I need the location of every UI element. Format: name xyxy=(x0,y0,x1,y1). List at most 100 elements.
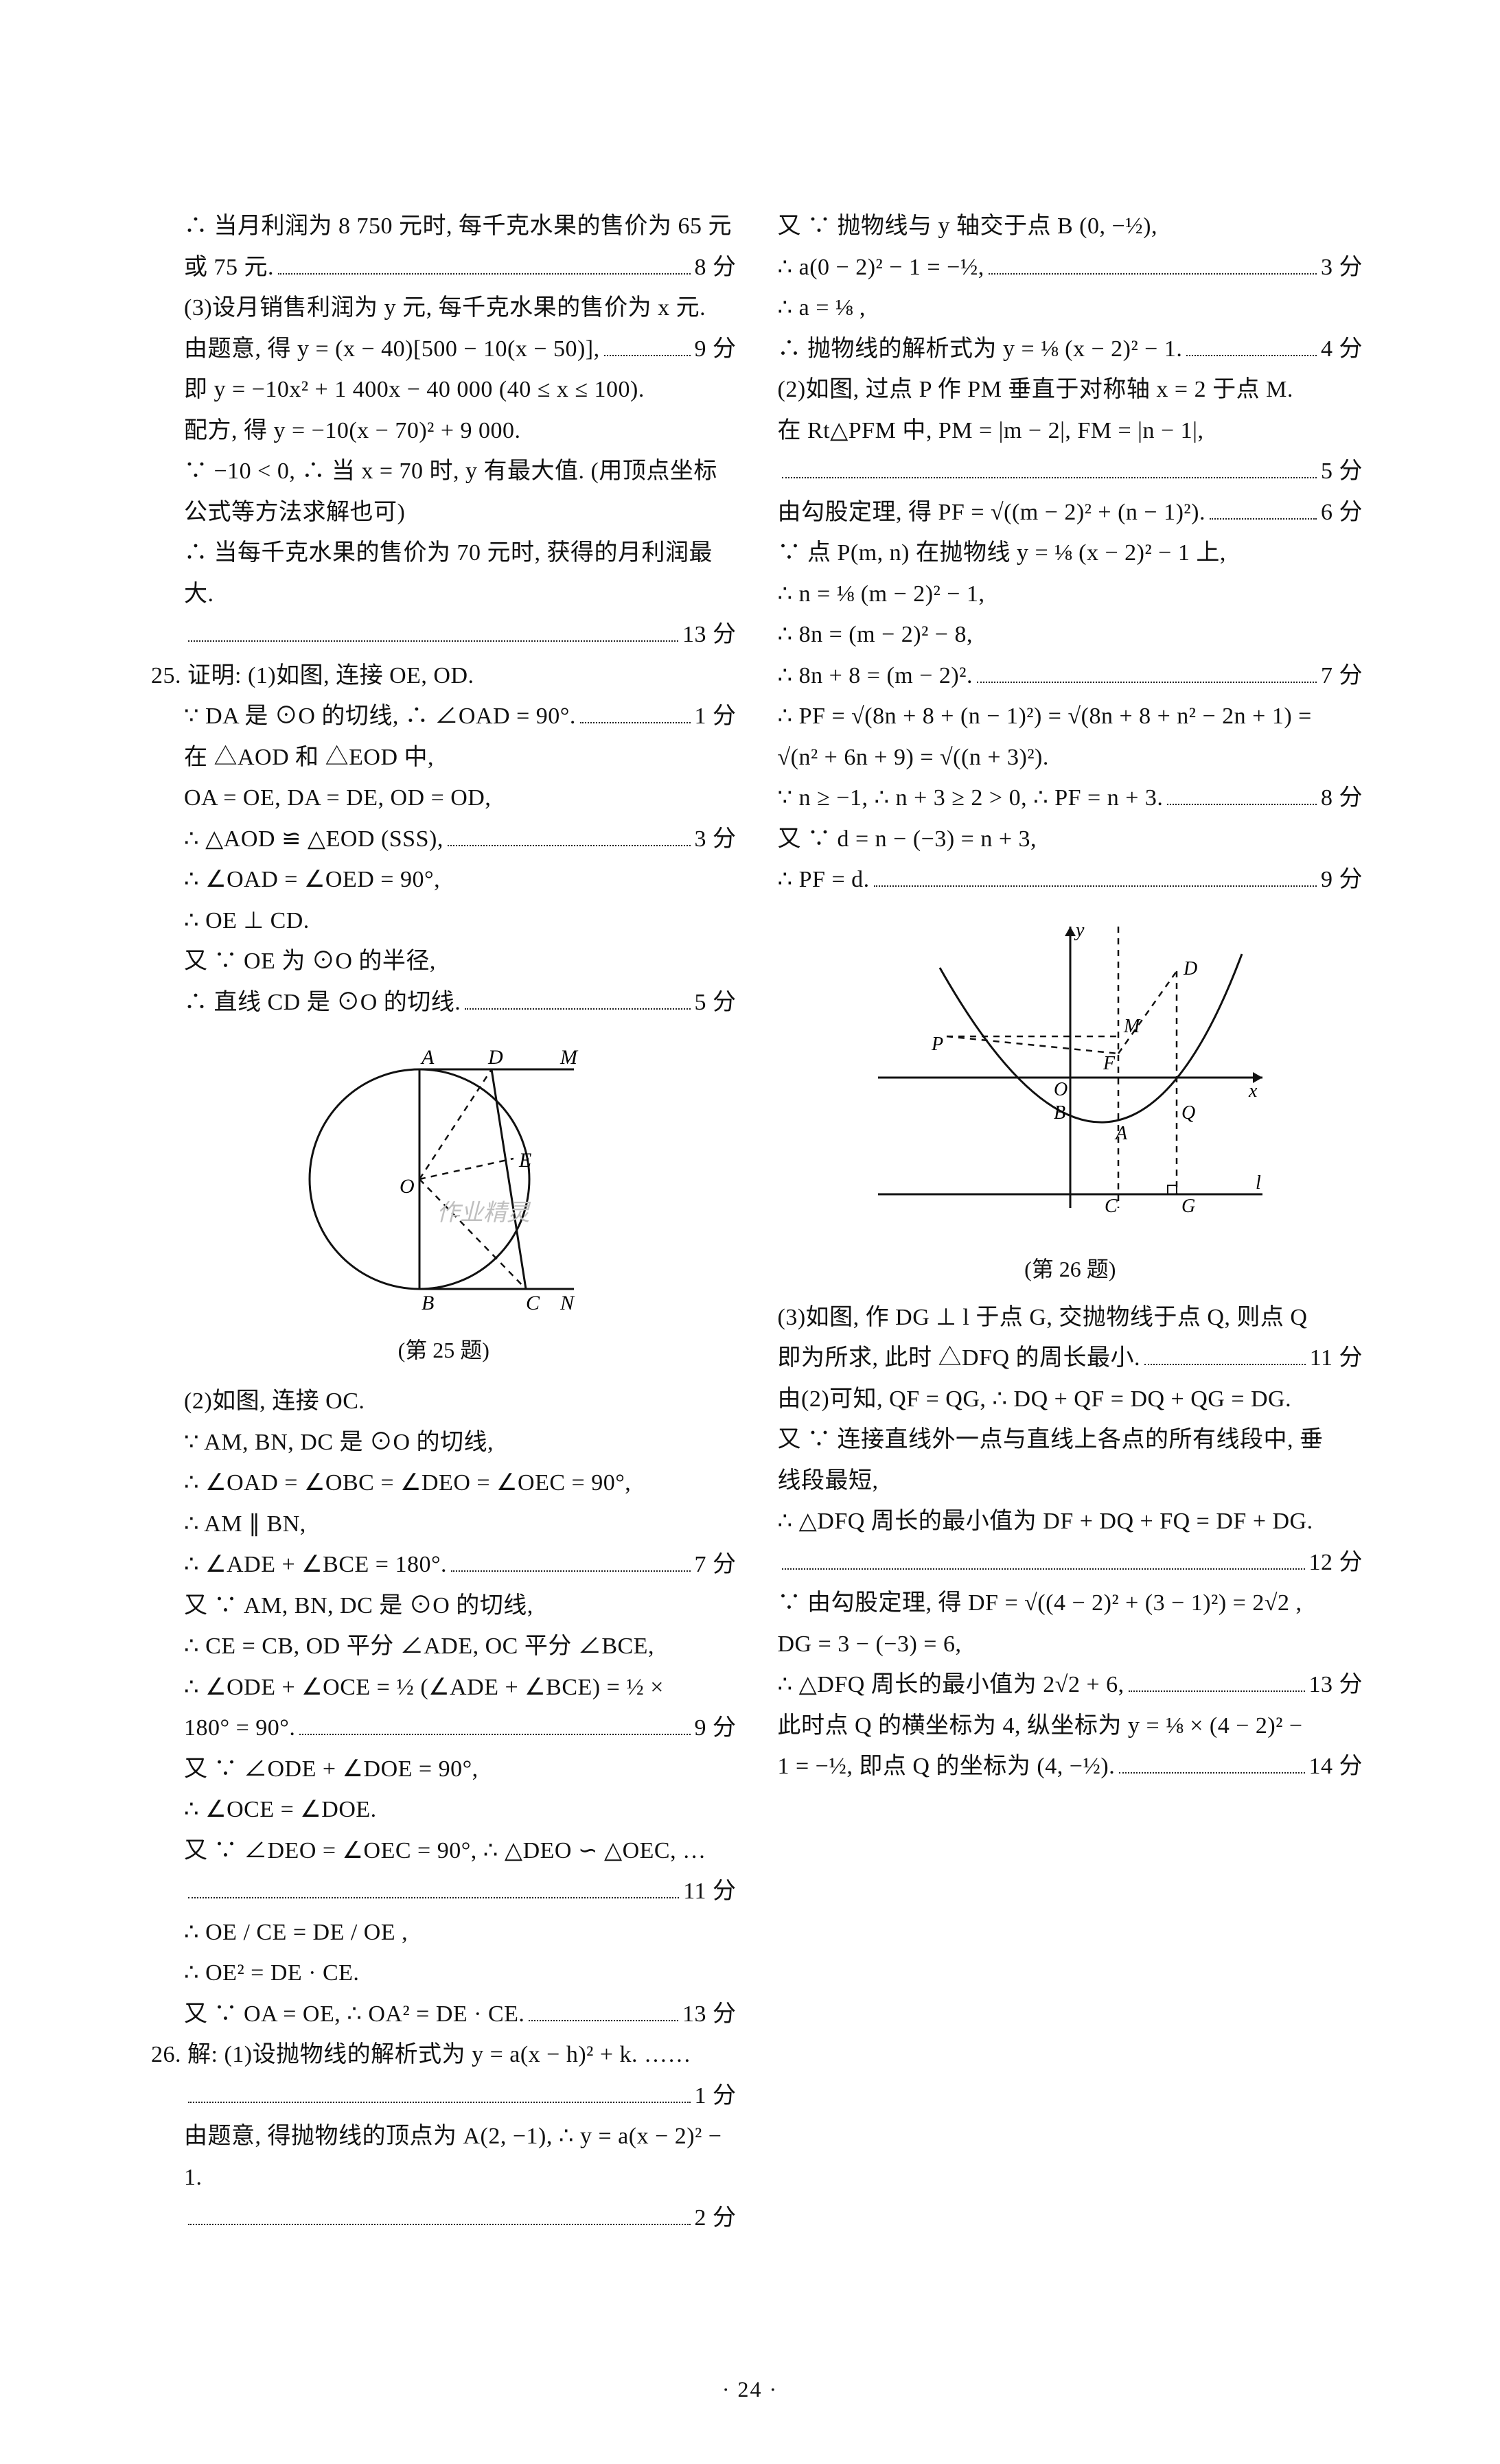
score: 3 分 xyxy=(1321,247,1363,288)
text-line: 180° = 90°. 9 分 xyxy=(184,1708,737,1749)
leader-dots xyxy=(782,1553,1305,1569)
text-line: ∴ 直线 CD 是 ⊙O 的切线. 5 分 xyxy=(184,982,737,1023)
text-line: 又 ∵ 抛物线与 y 轴交于点 B (0, −½), xyxy=(778,206,1363,247)
text-line: (2)如图, 连接 OC. xyxy=(184,1381,737,1422)
leader-dots xyxy=(989,257,1317,274)
text: 180° = 90°. xyxy=(184,1708,295,1749)
text-line: 此时点 Q 的横坐标为 4, 纵坐标为 y = ⅛ × (4 − 2)² − xyxy=(778,1706,1363,1747)
text-line: DG = 3 − (−3) = 6, xyxy=(778,1624,1363,1665)
text-line: ∴ OE ⊥ CD. xyxy=(184,900,737,942)
text-line: 在 △AOD 和 △EOD 中, xyxy=(184,737,737,778)
label-Q: Q xyxy=(1181,1102,1195,1124)
score: 6 分 xyxy=(1321,492,1363,533)
leader-dots xyxy=(1186,339,1317,356)
text: 又 ∵ OA = OE, ∴ OA² = DE · CE. xyxy=(184,1994,524,2035)
leader-dots xyxy=(188,2209,691,2225)
score: 11 分 xyxy=(1310,1338,1363,1379)
leader-dots xyxy=(451,1555,690,1572)
text-line: 又 ∵ AM, BN, DC 是 ⊙O 的切线, xyxy=(184,1585,737,1627)
score: 5 分 xyxy=(695,982,737,1023)
text: ∴ PF = d. xyxy=(778,859,870,900)
text-line: 即 y = −10x² + 1 400x − 40 000 (40 ≤ x ≤ … xyxy=(184,369,737,410)
text-line: (3)设月销售利润为 y 元, 每千克水果的售价为 x 元. xyxy=(184,288,737,329)
figure-26-caption: (第 26 题) xyxy=(778,1252,1363,1283)
text: ∴ 抛物线的解析式为 y = ⅛ (x − 2)² − 1. xyxy=(778,329,1183,370)
label-C: C xyxy=(526,1292,540,1314)
figure-25-caption: (第 25 题) xyxy=(151,1333,737,1364)
label-B: B xyxy=(422,1292,434,1314)
score: 7 分 xyxy=(1321,655,1363,697)
text: ∴ a(0 − 2)² − 1 = −½, xyxy=(778,247,984,288)
text: ∴ △AOD ≌ △EOD (SSS), xyxy=(184,819,443,860)
text-line: ∴ a(0 − 2)² − 1 = −½, 3 分 xyxy=(778,247,1363,288)
score: 2 分 xyxy=(695,2198,737,2239)
label-E: E xyxy=(518,1149,531,1172)
text: 1 = −½, 即点 Q 的坐标为 (4, −½). xyxy=(778,1746,1116,1787)
text-line: 11 分 xyxy=(184,1871,737,1912)
leader-dots xyxy=(299,1719,690,1735)
text-line: 即为所求, 此时 △DFQ 的周长最小. 11 分 xyxy=(778,1338,1363,1379)
label-D: D xyxy=(487,1046,503,1069)
line-PF xyxy=(947,1036,1118,1054)
text-line: ∵ 由勾股定理, 得 DF = √((4 − 2)² + (3 − 1)²) =… xyxy=(778,1583,1363,1624)
text-line: ∵ AM, BN, DC 是 ⊙O 的切线, xyxy=(184,1422,737,1463)
score: 8 分 xyxy=(1321,778,1363,819)
text-line: 又 ∵ ∠ODE + ∠DOE = 90°, xyxy=(184,1749,737,1790)
figure-26: x y O A B C D F G M P Q l xyxy=(778,913,1363,1242)
text-line: 由题意, 得抛物线的顶点为 A(2, −1), ∴ y = a(x − 2)² … xyxy=(184,2116,737,2198)
text-line: 由(2)可知, QF = QG, ∴ DQ + QF = DQ + QG = D… xyxy=(778,1379,1363,1420)
text-line: 由题意, 得 y = (x − 40)[500 − 10(x − 50)], 9… xyxy=(184,329,737,370)
text-line: ∵ 点 P(m, n) 在抛物线 y = ⅛ (x − 2)² − 1 上, xyxy=(778,533,1363,574)
label-A: A xyxy=(420,1046,435,1069)
line-OC xyxy=(419,1179,526,1289)
score: 8 分 xyxy=(695,247,737,288)
text: ∴ 8n + 8 = (m − 2)². xyxy=(778,655,973,697)
score: 1 分 xyxy=(695,2076,737,2117)
text-line: 5 分 xyxy=(778,451,1363,492)
score: 3 分 xyxy=(695,819,737,860)
text: ∴ 直线 CD 是 ⊙O 的切线. xyxy=(184,982,461,1023)
leader-dots xyxy=(580,707,691,723)
text: 或 75 元. xyxy=(184,247,274,288)
score: 4 分 xyxy=(1321,329,1363,370)
text-line: ∴ n = ⅛ (m − 2)² − 1, xyxy=(778,574,1363,615)
leader-dots xyxy=(604,339,691,356)
leader-dots xyxy=(529,2004,678,2021)
page-number: · 24 · xyxy=(0,2377,1500,2402)
text-line: 1 分 xyxy=(184,2076,737,2117)
text-line: 又 ∵ d = n − (−3) = n + 3, xyxy=(778,819,1363,860)
score: 7 分 xyxy=(695,1544,737,1585)
text: 由勾股定理, 得 PF = √((m − 2)² + (n − 1)²). xyxy=(778,492,1205,533)
text-line: 1 = −½, 即点 Q 的坐标为 (4, −½). 14 分 xyxy=(778,1746,1363,1787)
score: 9 分 xyxy=(695,329,737,370)
score: 13 分 xyxy=(1309,1664,1363,1706)
leader-dots xyxy=(1210,502,1317,519)
label-x: x xyxy=(1248,1080,1258,1102)
text-line: 又 ∵ ∠DEO = ∠OEC = 90°, ∴ △DEO ∽ △OEC, … xyxy=(184,1830,737,1872)
score: 11 分 xyxy=(683,1871,736,1912)
text-line: ∴ OE² = DE · CE. xyxy=(184,1953,737,1994)
text-line: ∴ ∠OAD = ∠OED = 90°, xyxy=(184,859,737,900)
right-angle-G xyxy=(1168,1185,1177,1194)
leader-dots xyxy=(465,992,690,1009)
text-line: ∴ △DFQ 周长的最小值为 2√2 + 6, 13 分 xyxy=(778,1664,1363,1706)
text-line: ∴ 8n + 8 = (m − 2)². 7 分 xyxy=(778,655,1363,697)
line-FD xyxy=(1118,971,1177,1054)
leader-dots xyxy=(188,2086,691,2102)
score: 9 分 xyxy=(1321,859,1363,900)
line-OE xyxy=(419,1159,514,1179)
text-line: ∴ ∠ODE + ∠OCE = ½ (∠ADE + ∠BCE) = ½ × xyxy=(184,1667,737,1708)
watermark: 作业精灵 xyxy=(437,1200,531,1226)
label-N: N xyxy=(559,1292,575,1314)
leader-dots xyxy=(1144,1349,1306,1365)
score: 14 分 xyxy=(1309,1746,1363,1787)
two-column-content: ∴ 当月利润为 8 750 元时, 每千克水果的售价为 65 元 或 75 元.… xyxy=(151,206,1363,2382)
text: ∴ ∠ADE + ∠BCE = 180°. xyxy=(184,1544,447,1585)
parabola-diagram-svg: x y O A B C D F G M P Q l xyxy=(857,913,1283,1242)
text-line: (2)如图, 过点 P 作 PM 垂直于对称轴 x = 2 于点 M. xyxy=(778,369,1363,410)
text-line: ∴ ∠OAD = ∠OBC = ∠DEO = ∠OEC = 90°, xyxy=(184,1463,737,1504)
text-line: ∴ △DFQ 周长的最小值为 DF + DQ + FQ = DF + DG. xyxy=(778,1501,1363,1542)
label-B: B xyxy=(1054,1102,1065,1124)
text-line: (3)如图, 作 DG ⊥ l 于点 G, 交抛物线于点 Q, 则点 Q xyxy=(778,1297,1363,1338)
text-line: ∵ n ≥ −1, ∴ n + 3 ≥ 2 > 0, ∴ PF = n + 3.… xyxy=(778,778,1363,819)
